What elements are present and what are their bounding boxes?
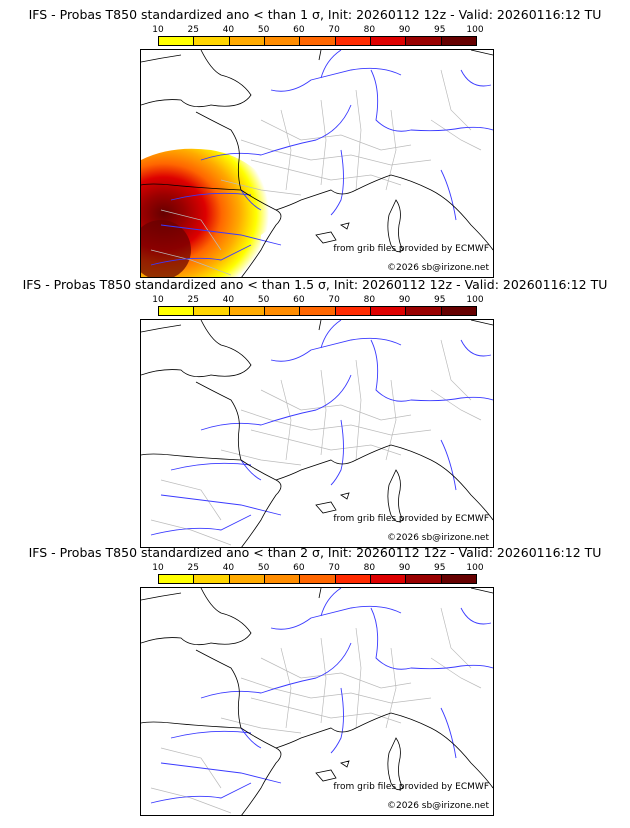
colorbar-tick-label: 40 — [222, 295, 235, 305]
colorbar-tick-label: 100 — [466, 563, 484, 573]
map-panel-1sigma: IFS - Probas T850 standardized ano < tha… — [0, 8, 630, 280]
probability-core — [141, 220, 191, 277]
colorbar-segment — [300, 37, 336, 45]
colorbar-tick-label: 95 — [434, 25, 446, 35]
colorbar-segment — [159, 37, 195, 45]
colorbar-segment — [370, 575, 407, 583]
colorbar-segment — [441, 37, 476, 45]
colorbar-tick-label: 90 — [398, 563, 411, 573]
source-credit: from grib files provided by ECMWF — [333, 514, 489, 524]
colorbar-tick-label: 60 — [293, 295, 305, 305]
colorbar-segment — [406, 575, 442, 583]
map-panel-1.5sigma: IFS - Probas T850 standardized ano < tha… — [0, 278, 630, 550]
colorbar-tick-label: 70 — [328, 295, 340, 305]
colorbar-segment — [264, 307, 301, 315]
colorbar-tick-label: 40 — [222, 25, 235, 35]
colorbar-segment — [229, 575, 265, 583]
colorbar-tick-label: 70 — [328, 563, 340, 573]
colorbar-tick-label: 70 — [328, 25, 340, 35]
colorbar-tick-label: 100 — [466, 25, 484, 35]
colorbar-tick-label: 60 — [293, 25, 305, 35]
colorbar — [158, 36, 477, 46]
colorbar-tick-label: 95 — [434, 295, 446, 305]
panel-title: IFS - Probas T850 standardized ano < tha… — [28, 7, 602, 22]
colorbar-tick-label: 50 — [257, 563, 270, 573]
colorbar-tick-label: 50 — [257, 295, 270, 305]
colorbar-segment — [194, 575, 230, 583]
probability-map: from grib files provided by ECMWF ©2026 … — [140, 587, 494, 816]
colorbar-tick-label: 90 — [398, 25, 411, 35]
colorbar-segment — [441, 575, 476, 583]
colorbar-segment — [441, 307, 476, 315]
colorbar-tick-label: 50 — [257, 25, 270, 35]
colorbar-tick-label: 10 — [152, 295, 164, 305]
colorbar-tick-label: 80 — [363, 563, 376, 573]
colorbar-tick-label: 80 — [363, 295, 376, 305]
colorbar-segment — [300, 307, 336, 315]
probability-map: from grib files provided by ECMWF ©2026 … — [140, 319, 494, 548]
copyright-credit: ©2026 sb@irizone.net — [387, 533, 489, 543]
probability-map: from grib files provided by ECMWF ©2026 … — [140, 49, 494, 278]
colorbar-segment — [194, 37, 230, 45]
copyright-credit: ©2026 sb@irizone.net — [387, 801, 489, 811]
colorbar-segment — [300, 575, 336, 583]
colorbar-segment — [264, 575, 301, 583]
colorbar-tick-label: 95 — [434, 563, 446, 573]
colorbar-segment — [264, 37, 301, 45]
colorbar-segment — [335, 307, 371, 315]
colorbar-segment — [335, 575, 371, 583]
colorbar-ticks: 10 25 40 50 60 70 80 90 95 100 — [152, 563, 483, 573]
colorbar-tick-label: 10 — [152, 563, 164, 573]
colorbar-segment — [159, 575, 195, 583]
colorbar-segment — [406, 307, 442, 315]
colorbar — [158, 574, 477, 584]
colorbar-segment — [370, 307, 407, 315]
colorbar-tick-label: 25 — [187, 563, 199, 573]
source-credit: from grib files provided by ECMWF — [333, 782, 489, 792]
colorbar-segment — [229, 37, 265, 45]
colorbar-tick-label: 100 — [466, 295, 484, 305]
colorbar-segment — [229, 307, 265, 315]
colorbar-tick-label: 25 — [187, 295, 199, 305]
colorbar-segment — [194, 307, 230, 315]
map-canvas — [141, 50, 493, 277]
colorbar-segment — [335, 37, 371, 45]
source-credit: from grib files provided by ECMWF — [333, 244, 489, 254]
map-panel-2sigma: IFS - Probas T850 standardized ano < tha… — [0, 546, 630, 818]
colorbar-segment — [406, 37, 442, 45]
colorbar-tick-label: 60 — [293, 563, 305, 573]
colorbar-ticks: 10 25 40 50 60 70 80 90 95 100 — [152, 295, 483, 305]
colorbar — [158, 306, 477, 316]
copyright-credit: ©2026 sb@irizone.net — [387, 263, 489, 273]
panel-title: IFS - Probas T850 standardized ano < tha… — [28, 545, 602, 560]
colorbar-segment — [370, 37, 407, 45]
colorbar-tick-label: 10 — [152, 25, 164, 35]
colorbar-tick-label: 25 — [187, 25, 199, 35]
panel-title: IFS - Probas T850 standardized ano < tha… — [22, 277, 608, 292]
colorbar-segment — [159, 307, 195, 315]
colorbar-tick-label: 90 — [398, 295, 411, 305]
colorbar-tick-label: 40 — [222, 563, 235, 573]
colorbar-ticks: 10 25 40 50 60 70 80 90 95 100 — [152, 25, 483, 35]
colorbar-tick-label: 80 — [363, 25, 376, 35]
